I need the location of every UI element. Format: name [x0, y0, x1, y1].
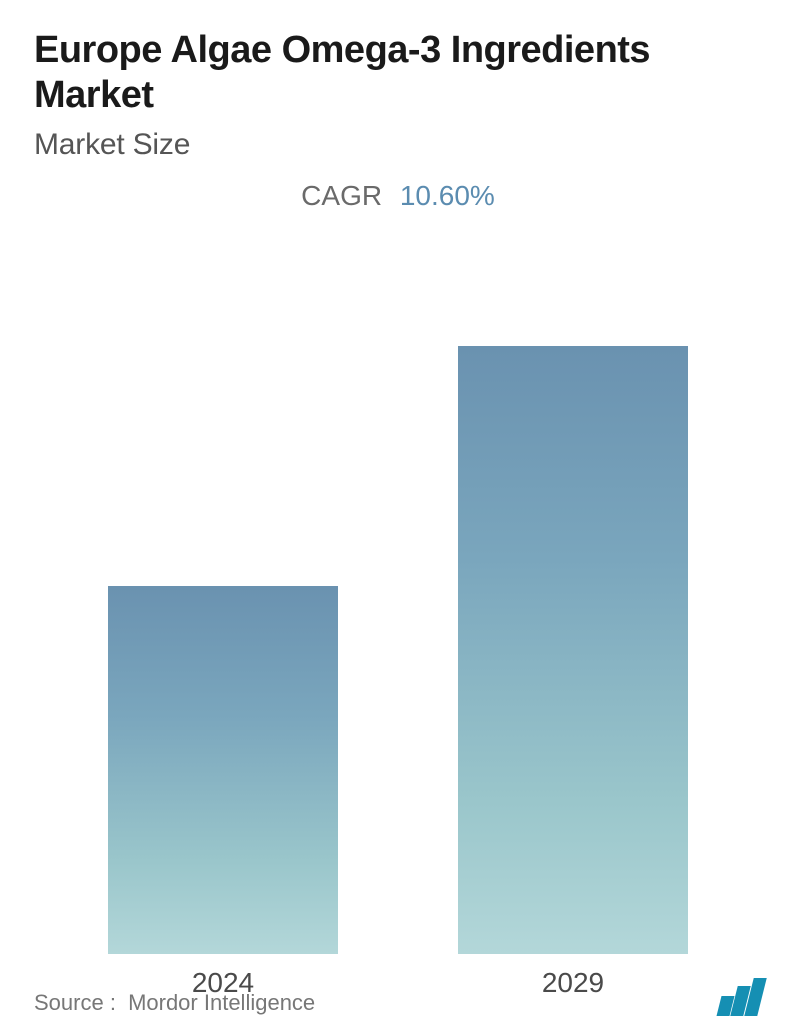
source-line: Source : Mordor Intelligence — [34, 990, 315, 1016]
bar-2024 — [108, 586, 338, 954]
mordor-logo-icon — [719, 980, 762, 1016]
source-prefix: Source : — [34, 990, 116, 1015]
source-name: Mordor Intelligence — [128, 990, 315, 1015]
bars-group — [34, 344, 762, 954]
cagr-label: CAGR — [301, 180, 382, 211]
footer: Source : Mordor Intelligence — [34, 980, 762, 1016]
cagr-row: CAGR 10.60% — [34, 180, 762, 212]
page-title: Europe Algae Omega-3 Ingredients Market — [34, 28, 762, 118]
bar-chart: 2024 2029 — [34, 252, 762, 1014]
bar-2029 — [458, 346, 688, 954]
page-subtitle: Market Size — [34, 128, 762, 162]
chart-card: Europe Algae Omega-3 Ingredients Market … — [0, 0, 796, 1034]
cagr-value: 10.60% — [400, 180, 495, 211]
